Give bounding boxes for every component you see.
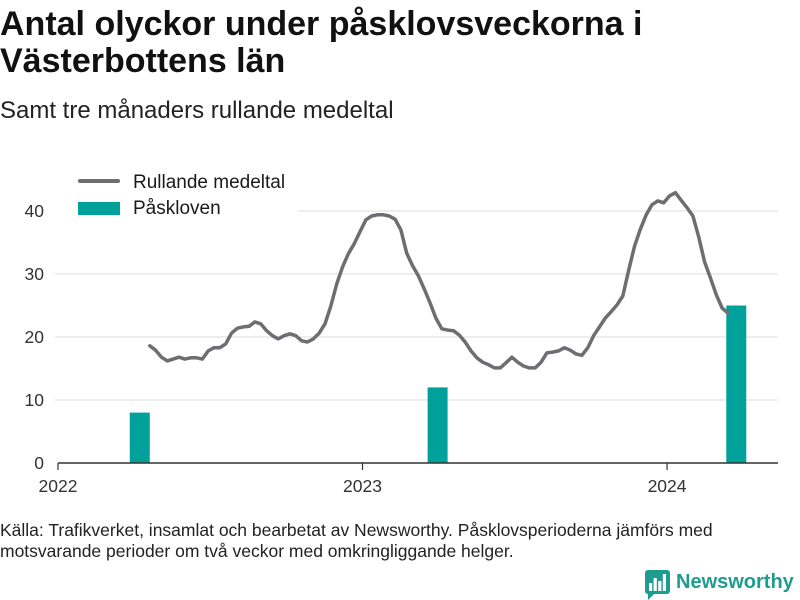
y-tick-label-0: 0 [34,453,44,473]
bars-paskloven [129,305,747,463]
line-series [148,190,730,370]
y-axis: 0 10 20 30 40 [25,201,45,473]
newsworthy-logo-icon [645,570,670,600]
x-axis: 2022 2023 2024 [39,462,778,496]
legend-label-paskloven: Påskloven [133,198,221,219]
legend-bar-swatch [78,202,120,215]
x-tick-label-2024: 2024 [648,476,687,496]
chart-title: Antal olyckor under påsklovsveckorna i V… [0,5,643,80]
legend: Rullande medeltal Påskloven [54,164,298,222]
source-note: Källa: Trafikverket, insamlat och bearbe… [0,520,713,561]
y-tick-label-20: 20 [25,327,45,347]
logo-text: Newsworthy [676,571,794,593]
bar-paskloven-2 [427,387,448,463]
x-tick-label-2022: 2022 [39,476,78,496]
y-tick-label-30: 30 [25,264,45,284]
bar-paskloven-1 [129,412,150,463]
legend-label-rullande-medeltal: Rullande medeltal [133,172,285,193]
newsworthy-logo: Newsworthy [645,568,797,600]
y-tick-label-40: 40 [25,201,45,221]
x-tick-label-2023: 2023 [343,476,382,496]
line-rullande-medeltal [148,190,730,370]
bar-paskloven-3 [726,305,747,463]
chart-subtitle: Samt tre månaders rullande medeltal [0,97,394,124]
y-tick-label-10: 10 [25,390,45,410]
gridlines [55,210,778,401]
chart: Rullande medeltal Påskloven 2022 2023 2024… [25,164,778,496]
